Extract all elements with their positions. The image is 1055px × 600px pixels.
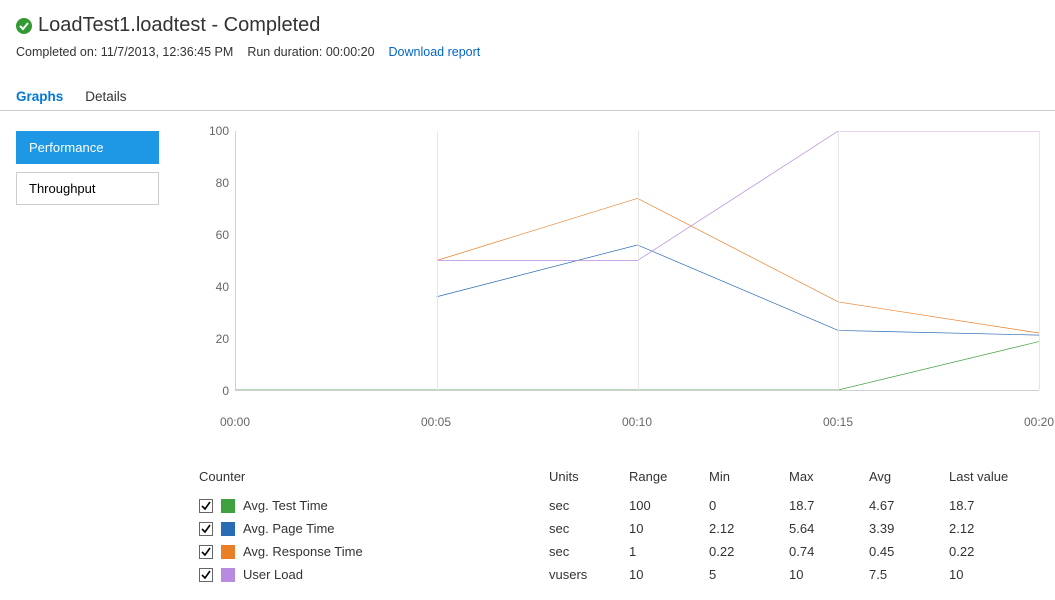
cell-last: 18.7 [949, 498, 1039, 513]
color-swatch [221, 522, 235, 536]
header-min: Min [709, 469, 789, 484]
cell-avg: 7.5 [869, 567, 949, 582]
cell-min: 0.22 [709, 544, 789, 559]
table-header: Counter Units Range Min Max Avg Last val… [199, 465, 1039, 488]
table-row: Avg. Page Timesec102.125.643.392.12 [199, 517, 1039, 540]
cell-min: 0 [709, 498, 789, 513]
cell-last: 0.22 [949, 544, 1039, 559]
cell-last: 10 [949, 567, 1039, 582]
cell-max: 0.74 [789, 544, 869, 559]
counter-checkbox[interactable] [199, 545, 213, 559]
x-tick: 00:05 [421, 415, 451, 429]
cell-avg: 4.67 [869, 498, 949, 513]
color-swatch [221, 499, 235, 513]
completed-on-value: 11/7/2013, 12:36:45 PM [101, 45, 234, 59]
counter-name: User Load [243, 567, 303, 582]
header-range: Range [629, 469, 709, 484]
series-line [437, 198, 1039, 333]
cell-range: 1 [629, 544, 709, 559]
side-button-throughput[interactable]: Throughput [16, 172, 159, 205]
series-line [437, 131, 1039, 261]
cell-units: vusers [549, 567, 629, 582]
color-swatch [221, 545, 235, 559]
counter-checkbox[interactable] [199, 499, 213, 513]
completed-on: Completed on: 11/7/2013, 12:36:45 PM [16, 45, 233, 59]
cell-min: 2.12 [709, 521, 789, 536]
table-row: Avg. Response Timesec10.220.740.450.22 [199, 540, 1039, 563]
tabs: Graphs Details [0, 83, 1055, 111]
cell-max: 10 [789, 567, 869, 582]
x-tick: 00:00 [220, 415, 250, 429]
chart-x-axis: 00:0000:0500:1000:1500:20 [235, 411, 1039, 435]
cell-range: 100 [629, 498, 709, 513]
x-tick: 00:15 [823, 415, 853, 429]
y-tick: 100 [209, 124, 229, 138]
counter-table: Counter Units Range Min Max Avg Last val… [199, 465, 1039, 586]
header-last: Last value [949, 469, 1039, 484]
grid-line [437, 131, 438, 390]
cell-units: sec [549, 521, 629, 536]
run-duration-value: 00:00:20 [326, 45, 375, 59]
table-row: Avg. Test Timesec100018.74.6718.7 [199, 494, 1039, 517]
y-tick: 20 [216, 332, 229, 346]
page-title: LoadTest1.loadtest - Completed [38, 14, 320, 37]
grid-line [638, 131, 639, 390]
counter-checkbox[interactable] [199, 522, 213, 536]
cell-avg: 3.39 [869, 521, 949, 536]
grid-line [1039, 131, 1040, 390]
chart-area: 020406080100 [199, 131, 1039, 411]
side-button-performance[interactable]: Performance [16, 131, 159, 164]
cell-last: 2.12 [949, 521, 1039, 536]
y-tick: 40 [216, 280, 229, 294]
meta-row: Completed on: 11/7/2013, 12:36:45 PM Run… [16, 45, 1039, 59]
chart-y-axis: 020406080100 [199, 131, 235, 391]
header-avg: Avg [869, 469, 949, 484]
tab-graphs[interactable]: Graphs [16, 83, 63, 110]
cell-max: 5.64 [789, 521, 869, 536]
cell-units: sec [549, 544, 629, 559]
y-tick: 60 [216, 228, 229, 242]
cell-avg: 0.45 [869, 544, 949, 559]
chart-panel: 020406080100 00:0000:0500:1000:1500:20 C… [159, 131, 1039, 586]
cell-max: 18.7 [789, 498, 869, 513]
counter-name: Avg. Test Time [243, 498, 328, 513]
counter-checkbox[interactable] [199, 568, 213, 582]
counter-name: Avg. Page Time [243, 521, 335, 536]
y-tick: 80 [216, 176, 229, 190]
completed-on-label: Completed on: [16, 45, 97, 59]
table-row: User Loadvusers105107.510 [199, 563, 1039, 586]
cell-range: 10 [629, 567, 709, 582]
chart-plot [235, 131, 1039, 391]
color-swatch [221, 568, 235, 582]
status-success-icon [16, 18, 32, 34]
run-duration: Run duration: 00:00:20 [247, 45, 374, 59]
download-report-link[interactable]: Download report [389, 45, 481, 59]
sidebar: Performance Throughput [16, 131, 159, 586]
header-units: Units [549, 469, 629, 484]
run-duration-label: Run duration: [247, 45, 322, 59]
header-max: Max [789, 469, 869, 484]
tab-details[interactable]: Details [85, 83, 126, 110]
y-tick: 0 [222, 384, 229, 398]
counter-name: Avg. Response Time [243, 544, 363, 559]
x-tick: 00:20 [1024, 415, 1054, 429]
grid-line [838, 131, 839, 390]
main: PerformanceThroughput 020406080100 00:00… [0, 111, 1055, 586]
cell-min: 5 [709, 567, 789, 582]
cell-range: 10 [629, 521, 709, 536]
cell-units: sec [549, 498, 629, 513]
title-row: LoadTest1.loadtest - Completed [16, 14, 1039, 37]
header-counter: Counter [199, 469, 549, 484]
header: LoadTest1.loadtest - Completed Completed… [0, 0, 1055, 69]
series-line [437, 245, 1039, 335]
x-tick: 00:10 [622, 415, 652, 429]
